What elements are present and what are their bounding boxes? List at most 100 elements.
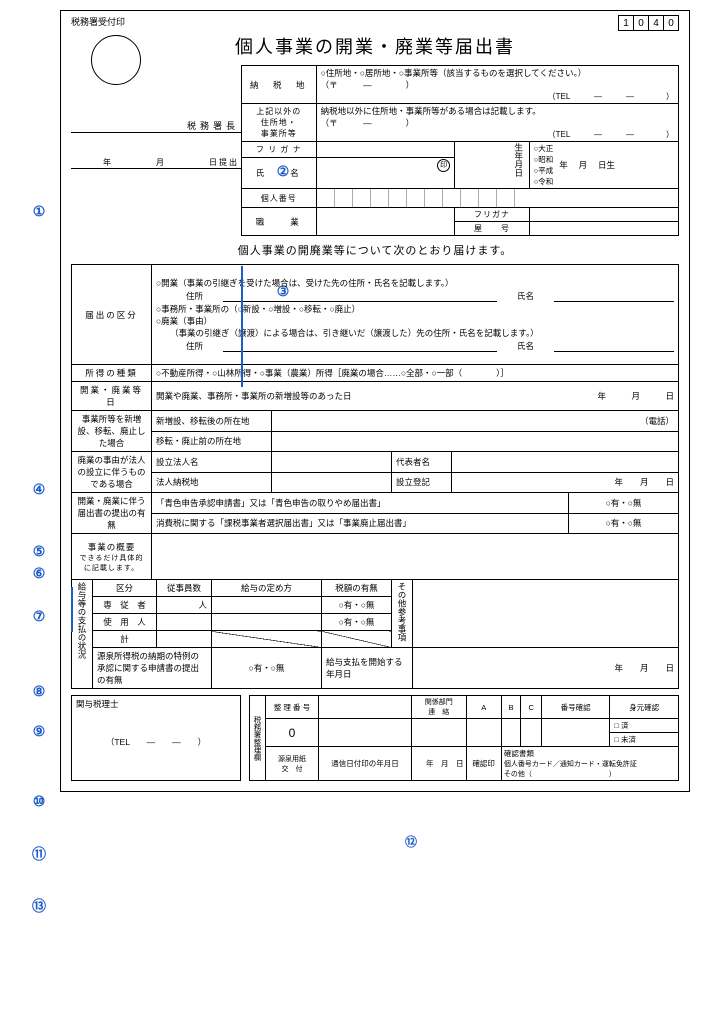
form-container: 税務署受付印 1 0 4 0 個人事業の開業・廃業等届出書 税務署長 年月日提出… — [60, 10, 690, 792]
birth-date-cell[interactable]: ○大正 ○昭和 ○平成 ○令和 年 月 日生 — [529, 142, 678, 189]
tax-1[interactable]: ○有・○無 — [322, 597, 392, 614]
corp-tax-lbl: 法人納税地 — [152, 472, 272, 493]
sec8-lbl: 開業・廃業に伴う届出書の提出の有無 — [72, 493, 152, 534]
tel2[interactable]: （TEL ― ― ） — [321, 129, 674, 140]
badge-5: ⑤ — [28, 540, 50, 562]
sec10-vlbl: 給与等の支払の状況 — [72, 580, 93, 689]
furigana-label: フ リ ガ ナ — [242, 142, 317, 158]
birth-suffix: 年 月 日生 — [559, 159, 615, 171]
blank-cell — [318, 719, 411, 747]
other-vlbl: その他参考事項 — [392, 580, 413, 648]
count-1[interactable]: 人 — [157, 597, 212, 614]
num-confirm-cell[interactable] — [541, 719, 610, 747]
sec8-r1-yn[interactable]: ○有・○無 — [569, 493, 679, 514]
other-cell[interactable] — [413, 580, 679, 648]
row-shiyonin: 使 用 人 — [93, 614, 157, 631]
corp-name-cell[interactable] — [272, 452, 392, 473]
count-2[interactable] — [157, 614, 212, 631]
dept-cell[interactable] — [412, 719, 467, 747]
reg-date[interactable]: 年 月 日 — [452, 472, 679, 493]
col-pay: 給与の定め方 — [212, 580, 322, 597]
rep-lbl: 代表者名 — [392, 452, 452, 473]
postal2[interactable]: （〒 ― ） — [321, 117, 674, 129]
trade-name-cell[interactable] — [529, 222, 678, 236]
a-cell[interactable] — [466, 719, 501, 747]
mail-date-cell[interactable]: 年 月 日 — [412, 747, 467, 781]
badge-1: ① — [28, 200, 50, 222]
notyet-check[interactable]: □ 未済 — [610, 733, 679, 747]
sec9-lbl: 事業の概要 できるだけ具体的に記載します。 — [72, 534, 152, 580]
tax-office-line[interactable]: 税務署長 — [71, 115, 241, 133]
sec7-table: 事業所等を新増設、移転、廃止した場合 新増設、移転後の所在地 （電話） 移転・廃… — [71, 410, 679, 493]
col-c: C — [521, 696, 541, 719]
col-kubun: 区分 — [93, 580, 157, 597]
sec5-body[interactable]: ○不動産所得・○山林所得・○事業（農業）所得［廃業の場合……○全部・○一部（ ）… — [152, 365, 679, 382]
sec7-r2-cell[interactable] — [272, 431, 679, 452]
other-addr-label: 上記以外の 住所地・ 事業所等 — [242, 104, 317, 142]
sec7-r1-cell[interactable]: （電話） — [272, 411, 679, 432]
sec12-date[interactable]: 年 月 日 — [413, 648, 679, 689]
tax-place-cell[interactable]: ○住所地・○居所地・○事業所等（該当するものを選択してください。） （〒 ― ）… — [316, 66, 678, 104]
other-addr-note: 納税地以外に住所地・事業所等がある場合は記載します。 — [321, 105, 674, 117]
other-addr-cell[interactable]: 納税地以外に住所地・事業所等がある場合は記載します。 （〒 ― ） （TEL ―… — [316, 104, 678, 142]
badge-9: ⑨ — [28, 720, 50, 742]
tax-place-label: 納 税 地 — [242, 66, 317, 104]
sec11-yn[interactable]: ○有・○無 — [212, 648, 322, 689]
name-label: 氏 名 — [242, 158, 317, 189]
name-cell[interactable]: 印 — [316, 158, 455, 189]
c-cell[interactable] — [521, 719, 541, 747]
sec4-open[interactable]: ○開業（事業の引継ぎを受けた場合は、受けた先の住所・氏名を記載します。） — [156, 277, 674, 289]
badge-12: ⑫ — [400, 830, 422, 852]
corp-name-lbl: 設立法人名 — [152, 452, 272, 473]
sec13-lbl: 関与税理士 — [76, 698, 236, 710]
sec12-lbl: 給与支払を開始する年月日 — [322, 648, 413, 689]
code-digit: 0 — [663, 15, 679, 31]
sec4-label: 届出の区分 — [72, 265, 152, 365]
b-cell[interactable] — [501, 719, 521, 747]
sec10-table: 給与等の支払の状況 区分 従事員数 給与の定め方 税額の有無 その他参考事項 専… — [71, 579, 679, 689]
tax-accountant-box[interactable]: 関与税理士 （TEL ― ― ） — [71, 695, 241, 781]
sec11-lbl: 源泉所得税の納期の特例の承認に関する申請書の提出の有無 — [93, 648, 212, 689]
badge-6: ⑥ — [28, 562, 50, 584]
row-senjusha: 専 従 者 — [93, 597, 157, 614]
sec9-table: 事業の概要 できるだけ具体的に記載します。 — [71, 533, 679, 580]
trade-furigana-cell[interactable] — [529, 208, 678, 222]
applicant-info-table: 納 税 地 ○住所地・○居所地・○事業所等（該当するものを選択してください。） … — [241, 65, 679, 236]
submission-date-line[interactable]: 年月日提出 — [71, 151, 241, 169]
sec4-office[interactable]: ○事務所・事業所の（○新設・○増設・○移転・○廃止） — [156, 303, 674, 315]
postal[interactable]: （〒 ― ） — [321, 79, 674, 91]
done-check[interactable]: □ 済 — [610, 719, 679, 733]
furigana-cell[interactable] — [316, 142, 455, 158]
sec7-r1-lbl: 新増設、移転後の所在地 — [152, 411, 272, 432]
sec8-table: 開業・廃業に伴う届出書の提出の有無 「青色申告承認申請書」又は「青色申告の取りや… — [71, 492, 679, 534]
sec8-r2-yn[interactable]: ○有・○無 — [569, 513, 679, 534]
confirm-seal: 確認印 — [466, 747, 501, 781]
individual-number-cell[interactable] — [316, 189, 678, 208]
tel[interactable]: （TEL ― ― ） — [321, 91, 674, 102]
doc-type-cell[interactable]: 確認書類 個人番号カード／通知カード・運転免許証 その他（ ） — [501, 747, 678, 781]
trade-name-label: 屋 号 — [455, 222, 530, 236]
col-b: B — [501, 696, 521, 719]
code-digit: 1 — [618, 15, 634, 31]
sec9-body[interactable] — [152, 534, 679, 580]
sec7-lbl1: 事業所等を新増設、移転、廃止した場合 — [72, 411, 152, 452]
rep-cell[interactable] — [452, 452, 679, 473]
count-3[interactable] — [157, 631, 212, 648]
office-num-cell[interactable] — [318, 696, 411, 719]
sec13-tel[interactable]: （TEL ― ― ） — [76, 736, 236, 748]
occupation-cell[interactable] — [316, 208, 455, 236]
pay-1[interactable] — [212, 597, 322, 614]
tax-2[interactable]: ○有・○無 — [322, 614, 392, 631]
sec4-body[interactable]: ○開業（事業の引継ぎを受けた場合は、受けた先の住所・氏名を記載します。） 住所氏… — [152, 265, 679, 365]
col-tax: 税額の有無 — [322, 580, 392, 597]
sec4-close[interactable]: ○廃業（事由） — [156, 315, 674, 327]
corp-tax-cell[interactable] — [272, 472, 392, 493]
era-options[interactable]: ○大正 ○昭和 ○平成 ○令和 — [534, 143, 554, 187]
sec6-body[interactable]: 開業や廃業、事務所・事業所の新増設等のあった日 年 月 日 — [152, 382, 679, 411]
num-confirm-lbl: 番号確認 — [541, 696, 610, 719]
pay-2[interactable] — [212, 614, 322, 631]
stamp-label: 税務署受付印 — [71, 15, 125, 28]
col-a: A — [466, 696, 501, 719]
occupation-label: 職 業 — [242, 208, 317, 236]
declaration-text: 個人事業の開廃業等について次のとおり届けます。 — [71, 242, 679, 258]
